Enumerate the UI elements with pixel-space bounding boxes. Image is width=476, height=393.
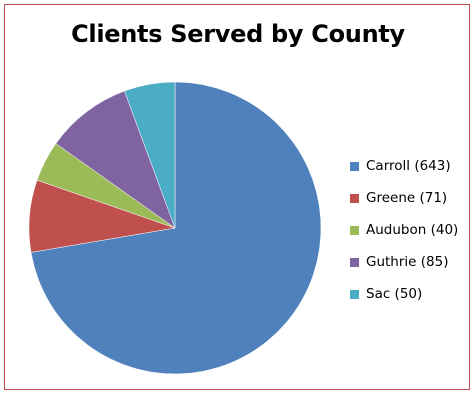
legend-swatch-carroll	[350, 161, 359, 171]
legend-label-guthrie: Guthrie (85)	[366, 254, 449, 270]
legend-item-audubon: Audubon (40)	[350, 214, 470, 246]
chart-title: Clients Served by County	[71, 20, 405, 48]
pie-slice-guthrie	[55, 90, 176, 229]
legend-label-carroll: Carroll (643)	[366, 158, 451, 174]
legend-swatch-sac	[350, 289, 359, 299]
legend-label-greene: Greene (71)	[366, 190, 448, 206]
pie-slice-carroll	[30, 81, 322, 375]
legend-item-guthrie: Guthrie (85)	[350, 246, 470, 278]
legend-item-greene: Greene (71)	[350, 182, 470, 214]
legend-label-audubon: Audubon (40)	[366, 222, 459, 238]
pie-slice-sac	[124, 81, 176, 229]
legend-swatch-audubon	[350, 225, 359, 235]
pie-slices	[28, 81, 322, 375]
legend-item-sac: Sac (50)	[350, 278, 470, 310]
legend-item-carroll: Carroll (643)	[350, 150, 470, 182]
legend-swatch-guthrie	[350, 257, 359, 267]
legend-label-sac: Sac (50)	[366, 286, 423, 302]
legend-swatch-greene	[350, 193, 359, 203]
legend: Carroll (643) Greene (71) Audubon (40) G…	[350, 150, 470, 310]
